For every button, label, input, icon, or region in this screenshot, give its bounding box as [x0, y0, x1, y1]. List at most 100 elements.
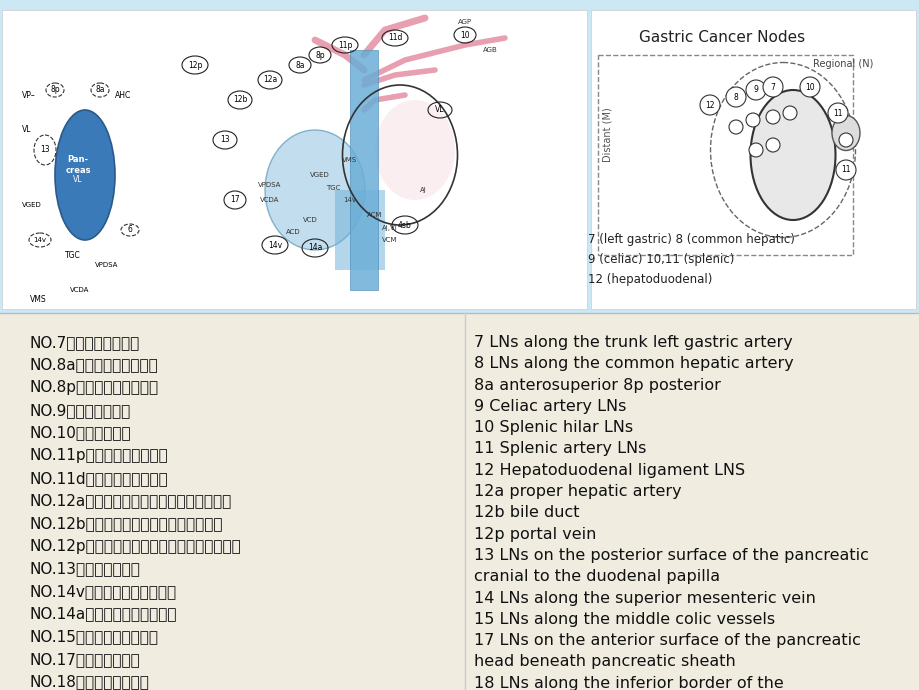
Text: 18 LNs along the inferior border of the: 18 LNs along the inferior border of the — [473, 676, 783, 690]
Text: VCDA: VCDA — [70, 287, 89, 293]
Text: 12p portal vein: 12p portal vein — [473, 526, 596, 542]
Text: 8p: 8p — [315, 50, 324, 59]
Text: cranial to the duodenal papilla: cranial to the duodenal papilla — [473, 569, 720, 584]
Text: AHC: AHC — [115, 90, 131, 99]
Text: 14 LNs along the superior mesenteric vein: 14 LNs along the superior mesenteric vei… — [473, 591, 815, 606]
Text: NO.8p－肝总动脉后淡巴结: NO.8p－肝总动脉后淡巴结 — [29, 380, 158, 395]
Text: NO.12b－肝十二指肠韧带内沿胆管淡巴结: NO.12b－肝十二指肠韧带内沿胆管淡巴结 — [29, 516, 222, 531]
Circle shape — [725, 87, 745, 107]
Text: head beneath pancreatic sheath: head beneath pancreatic sheath — [473, 654, 735, 669]
Ellipse shape — [55, 110, 115, 240]
Circle shape — [699, 95, 720, 115]
Circle shape — [748, 143, 762, 157]
Text: NO.9－腹腔干淡巴结: NO.9－腹腔干淡巴结 — [29, 403, 130, 418]
Text: NO.14v－肠系膜上静脉淡巴结: NO.14v－肠系膜上静脉淡巴结 — [29, 584, 176, 599]
Text: VPDSA: VPDSA — [95, 262, 119, 268]
Text: VMS: VMS — [30, 295, 47, 304]
Text: ACM: ACM — [367, 212, 382, 218]
Circle shape — [728, 120, 743, 134]
Text: TGC: TGC — [65, 250, 81, 259]
Text: AGP: AGP — [458, 19, 471, 25]
Circle shape — [835, 160, 855, 180]
Bar — [349, 50, 378, 290]
Text: NO.11p－脾动脉近端淡巴结: NO.11p－脾动脉近端淡巴结 — [29, 448, 168, 463]
Circle shape — [745, 113, 759, 127]
Text: NO.18－胰腺下缘淡巴结: NO.18－胰腺下缘淡巴结 — [29, 674, 149, 689]
Text: AGB: AGB — [482, 47, 497, 53]
Bar — [464, 313, 919, 690]
Text: 8a anterosuperior 8p posterior: 8a anterosuperior 8p posterior — [473, 377, 720, 393]
Text: 8 LNs along the common hepatic artery: 8 LNs along the common hepatic artery — [473, 356, 793, 371]
Text: 14v: 14v — [33, 237, 47, 243]
Text: 12 (hepatoduodenal): 12 (hepatoduodenal) — [587, 273, 711, 286]
Text: 9: 9 — [753, 86, 757, 95]
Text: NO.14a－肠系膜上动脉淡巴结: NO.14a－肠系膜上动脉淡巴结 — [29, 607, 176, 622]
Ellipse shape — [831, 115, 859, 150]
Text: Gastric Cancer Nodes: Gastric Cancer Nodes — [639, 30, 805, 45]
Text: AJ: AJ — [419, 187, 425, 193]
Text: 7: 7 — [770, 83, 775, 92]
Circle shape — [762, 77, 782, 97]
Circle shape — [800, 77, 819, 97]
Text: NO.12a－肝十二指肠韧带内沿肝动脉淡巴结: NO.12a－肝十二指肠韧带内沿肝动脉淡巴结 — [29, 493, 232, 509]
Bar — [2, 10, 586, 309]
Text: 11: 11 — [840, 166, 850, 175]
Text: 11p: 11p — [337, 41, 352, 50]
Text: 10 Splenic hilar LNs: 10 Splenic hilar LNs — [473, 420, 632, 435]
Text: NO.15－结肠中血管淡巴结: NO.15－结肠中血管淡巴结 — [29, 629, 158, 644]
Bar — [0, 313, 464, 690]
Text: 12a: 12a — [263, 75, 277, 84]
Text: 13: 13 — [40, 146, 50, 155]
Circle shape — [766, 138, 779, 152]
Text: 17 LNs on the anterior surface of the pancreatic: 17 LNs on the anterior surface of the pa… — [473, 633, 860, 648]
Text: VGED: VGED — [22, 202, 41, 208]
Text: 7 (left gastric) 8 (common hepatic): 7 (left gastric) 8 (common hepatic) — [587, 233, 794, 246]
Text: NO.13－胰头后淡巴结: NO.13－胰头后淡巴结 — [29, 561, 141, 576]
Text: 9 Celiac artery LNs: 9 Celiac artery LNs — [473, 399, 626, 414]
Text: 17: 17 — [230, 195, 240, 204]
Text: 12 Hepatoduodenal ligament LNS: 12 Hepatoduodenal ligament LNS — [473, 463, 744, 477]
Text: 14a: 14a — [308, 244, 322, 253]
Text: 11d: 11d — [388, 34, 402, 43]
Text: 8p: 8p — [51, 86, 60, 95]
Text: NO.12p－肝十二指肠韧带内沿门静脉后淡巴结: NO.12p－肝十二指肠韧带内沿门静脉后淡巴结 — [29, 539, 241, 553]
Text: 9 (celiac) 10,11 (splenic): 9 (celiac) 10,11 (splenic) — [587, 253, 733, 266]
Text: ACD: ACD — [286, 229, 300, 235]
Text: NO.7－胃左动脉淡巴结: NO.7－胃左动脉淡巴结 — [29, 335, 140, 350]
Text: 10: 10 — [804, 83, 814, 92]
Text: VL: VL — [74, 175, 83, 184]
Bar — [0, 0, 919, 313]
Text: VMS: VMS — [342, 157, 357, 163]
Text: Distant (M): Distant (M) — [602, 108, 612, 162]
Ellipse shape — [265, 130, 365, 250]
Text: 8: 8 — [732, 92, 738, 101]
Text: 15 LNs along the middle colic vessels: 15 LNs along the middle colic vessels — [473, 612, 774, 627]
Text: 12b: 12b — [233, 95, 247, 104]
Text: 12b bile duct: 12b bile duct — [473, 505, 579, 520]
Bar — [335, 190, 384, 270]
Text: AJ,VJ: AJ,VJ — [381, 225, 397, 231]
Ellipse shape — [750, 90, 834, 220]
Text: VL: VL — [22, 126, 31, 135]
Text: VP–: VP– — [22, 90, 36, 99]
Text: VPDSA: VPDSA — [258, 182, 281, 188]
Text: VCDA: VCDA — [260, 197, 279, 203]
Text: 11: 11 — [833, 108, 842, 117]
Text: VCD: VCD — [302, 217, 317, 223]
Text: 11 Splenic artery LNs: 11 Splenic artery LNs — [473, 442, 645, 457]
Text: 12p: 12p — [187, 61, 202, 70]
Text: 10: 10 — [460, 30, 470, 39]
Circle shape — [745, 80, 766, 100]
Text: 8a: 8a — [96, 86, 105, 95]
Text: Pan-
creas: Pan- creas — [65, 155, 91, 175]
Circle shape — [782, 106, 796, 120]
Bar — [590, 10, 915, 309]
Text: 14v: 14v — [267, 241, 282, 250]
Text: TGC: TGC — [325, 185, 340, 191]
Circle shape — [827, 103, 847, 123]
Text: 14v: 14v — [343, 197, 357, 203]
Text: VL: VL — [435, 106, 444, 115]
Text: 12: 12 — [705, 101, 714, 110]
Circle shape — [838, 133, 852, 147]
Text: VGED: VGED — [310, 172, 330, 178]
